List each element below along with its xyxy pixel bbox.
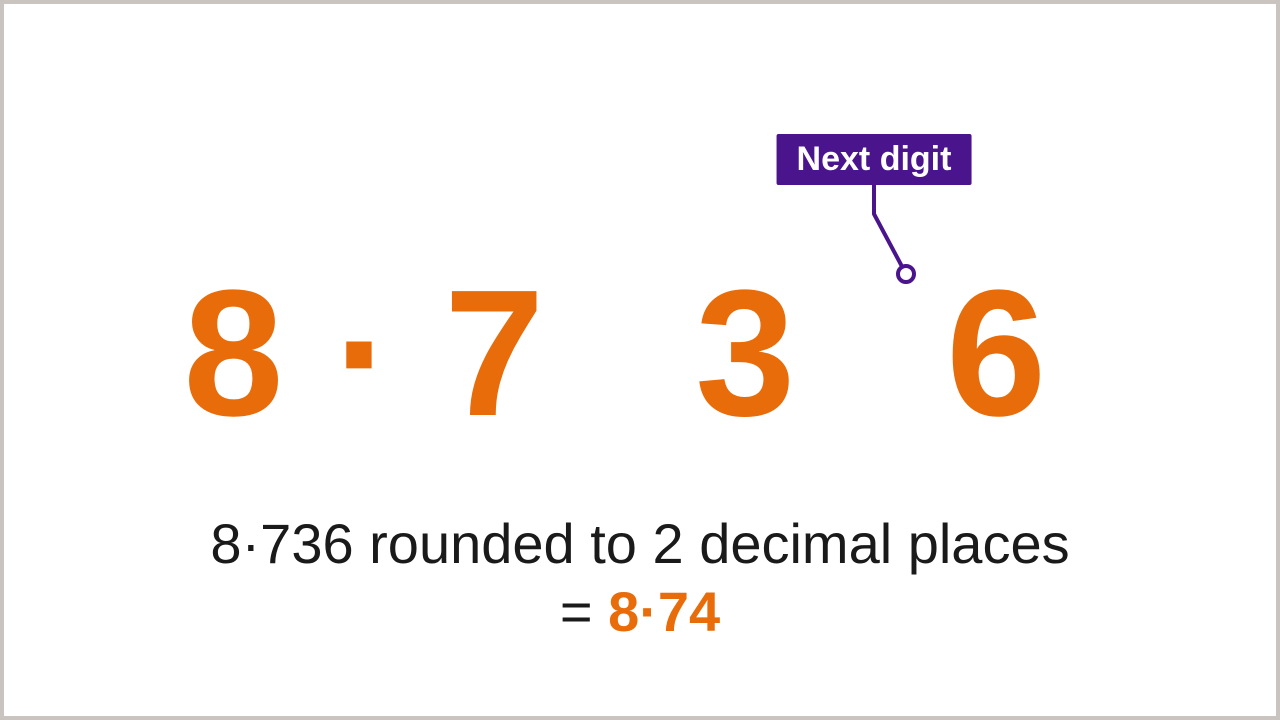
- caption-result: 8·74: [608, 580, 720, 643]
- caption-line-1: 8·736 rounded to 2 decimal places: [4, 512, 1276, 576]
- big-number-display: 8·7 3 6: [4, 264, 1276, 444]
- caption-equals: =: [560, 580, 608, 643]
- rounding-caption: 8·736 rounded to 2 decimal places = 8·74: [4, 512, 1276, 645]
- caption-line-2: = 8·74: [4, 580, 1276, 644]
- infographic-stage: Next digit 8·7 3 6 8·736 rounded to 2 de…: [4, 4, 1276, 716]
- content-frame: Next digit 8·7 3 6 8·736 rounded to 2 de…: [4, 4, 1276, 716]
- callout-label-next-digit: Next digit: [777, 134, 972, 185]
